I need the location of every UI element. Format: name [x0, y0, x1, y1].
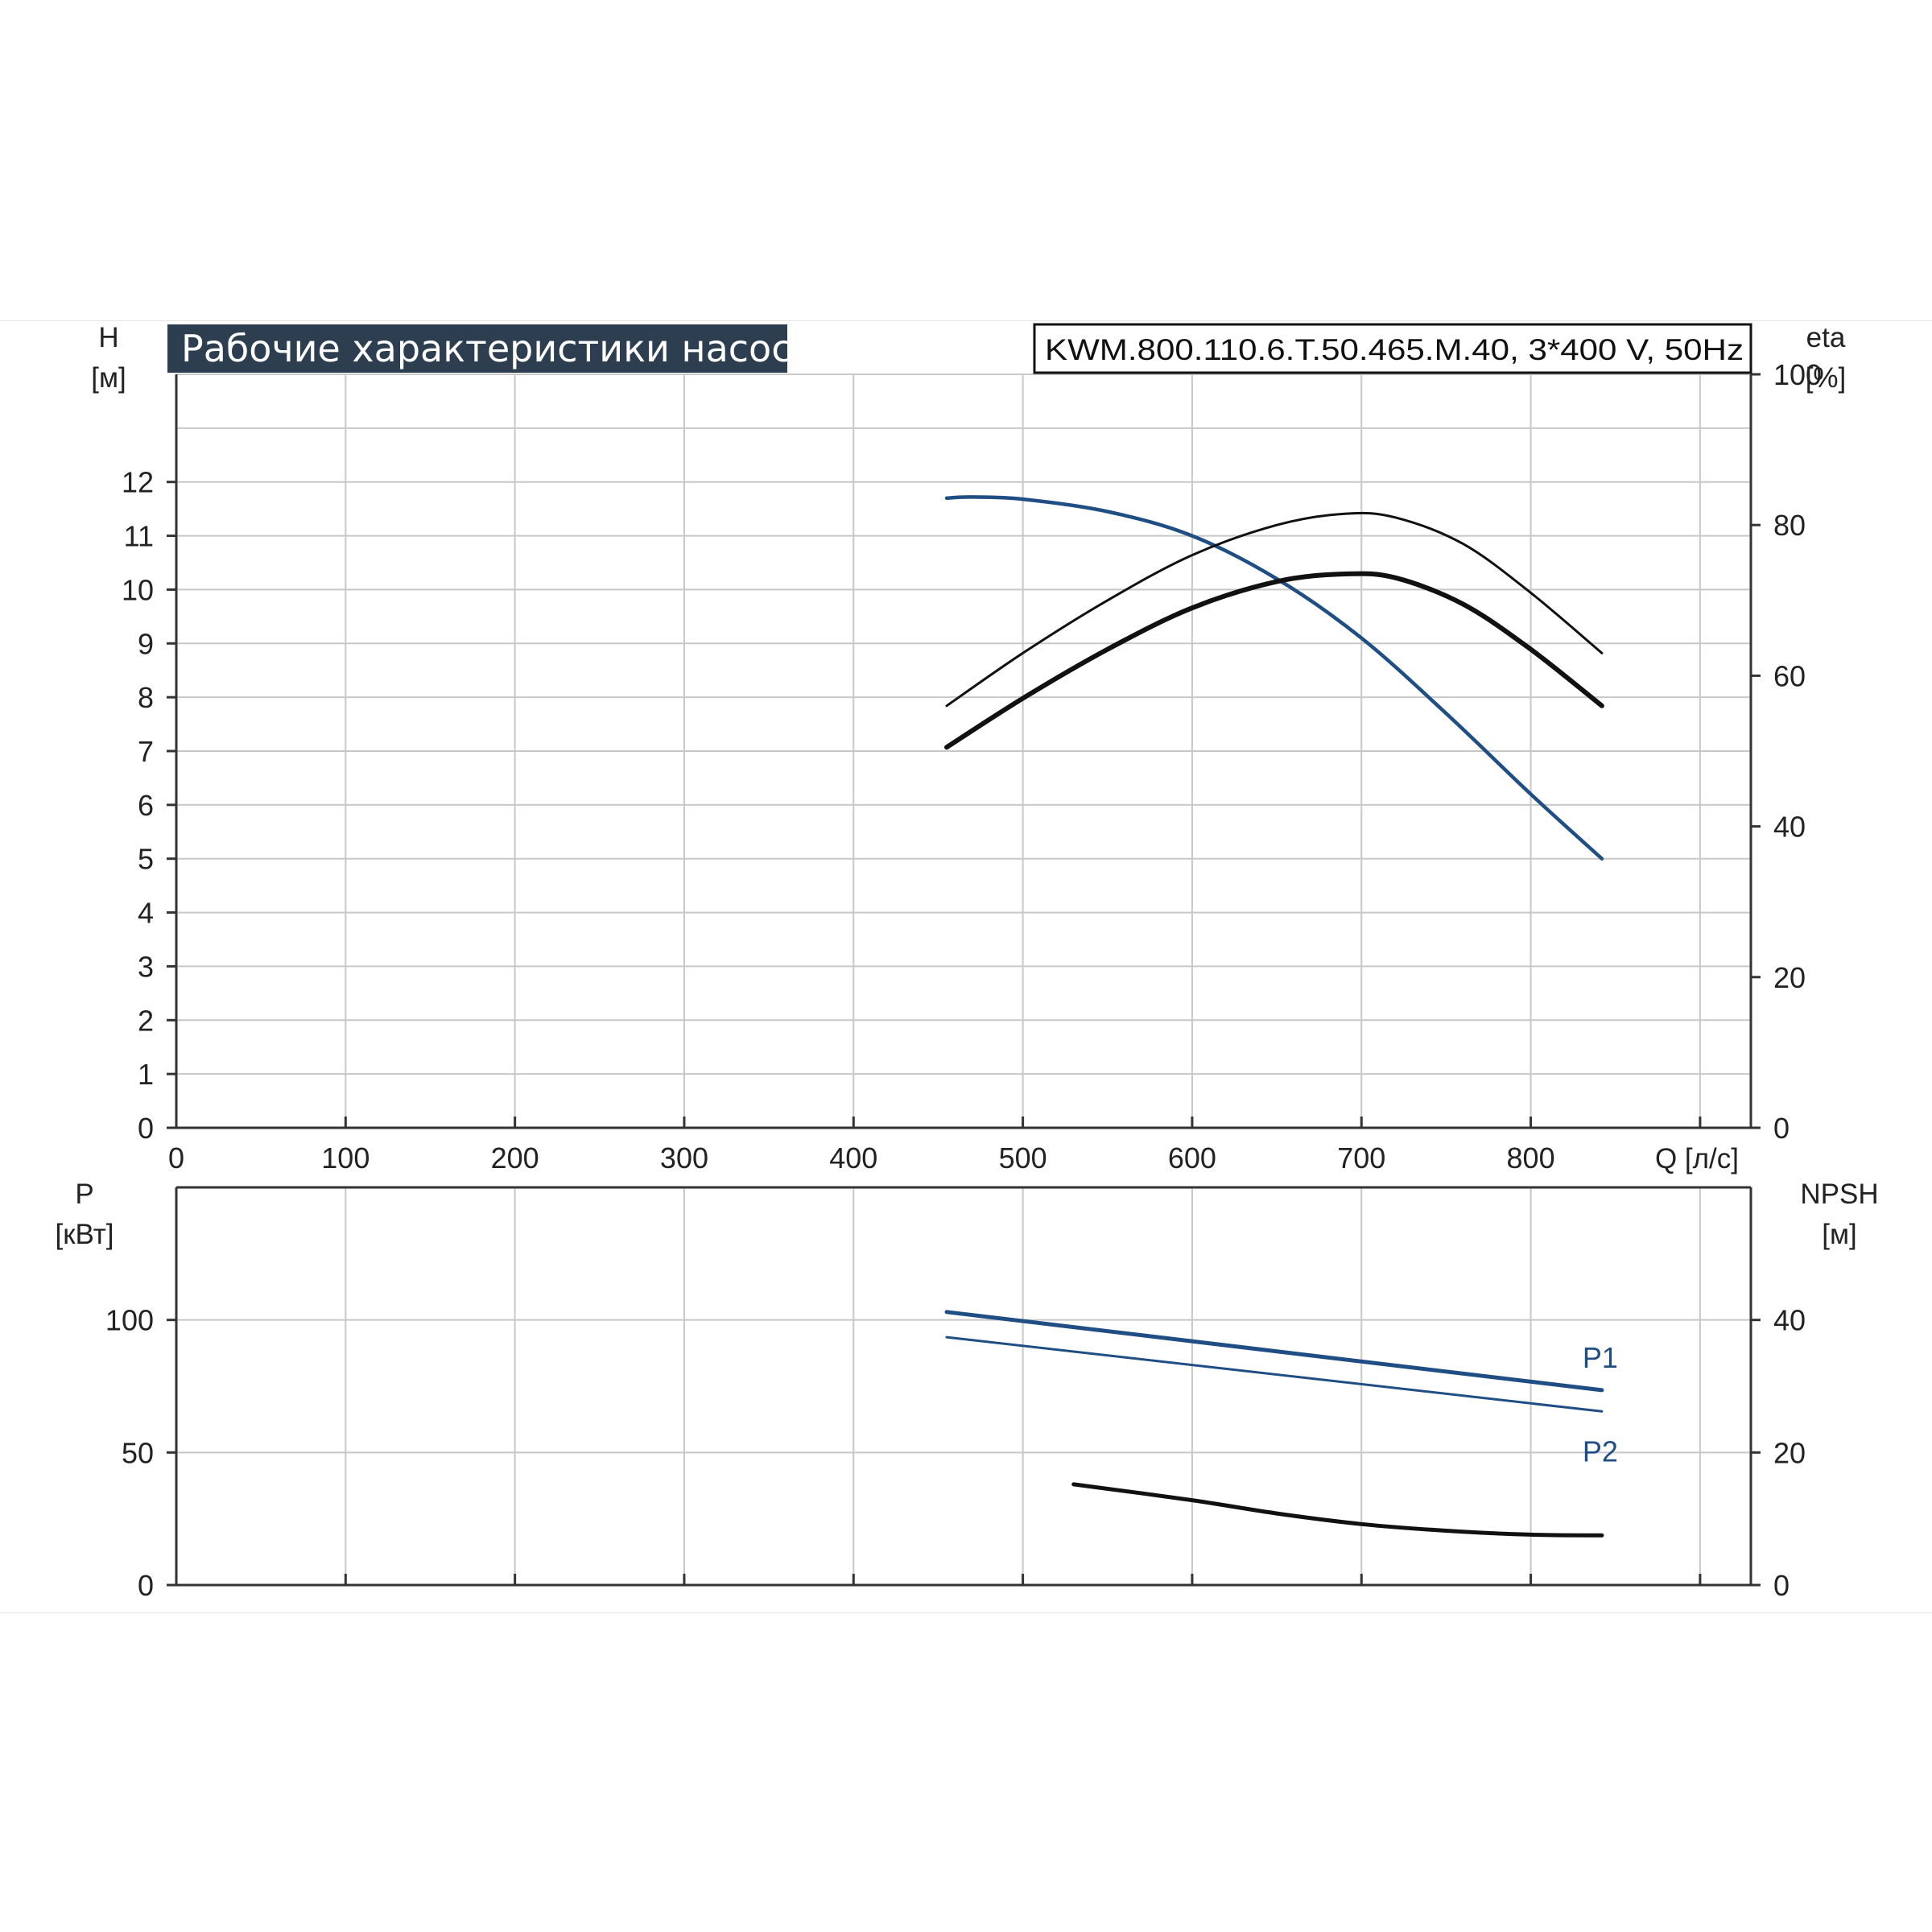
x-tick-label: 100 — [321, 1141, 369, 1174]
bottom-left-tick-label: 0 — [138, 1569, 154, 1602]
top-right-tick-label: 40 — [1773, 811, 1806, 844]
x-tick-label: 500 — [999, 1141, 1047, 1174]
top-efficiency-curve — [944, 571, 1604, 750]
top-left-tick-label: 9 — [138, 627, 154, 660]
x-axis-label: Q [л/с] — [1655, 1143, 1739, 1174]
labels-layer: 0 100 200 300 400 500 600 700 800 Q [л/с]01234567… — [56, 322, 1879, 1602]
top-left-tick-label: 2 — [138, 1004, 154, 1037]
x-tick-label: 0 — [168, 1141, 184, 1174]
top-right-tick-label: 100 — [1773, 358, 1822, 391]
top-efficiency-curve — [945, 511, 1604, 708]
top-right-axis-unit: [%] — [1806, 362, 1847, 394]
top-right-tick-label: 20 — [1773, 961, 1806, 994]
title-background — [167, 324, 787, 373]
top-left-tick-label: 8 — [138, 681, 154, 714]
bottom-right-tick-label: 20 — [1773, 1436, 1806, 1469]
bottom-right-axis-title: NPSH — [1800, 1179, 1878, 1210]
bottom-npsh-curve — [1071, 1482, 1604, 1538]
x-tick-label: 200 — [491, 1141, 539, 1174]
top-left-tick-label: 10 — [122, 573, 154, 606]
model-box-frame — [1033, 323, 1752, 374]
top-left-axis-title: H — [98, 322, 118, 353]
series-label-p1: P1 — [1583, 1341, 1618, 1374]
top-left-tick-label: 7 — [138, 735, 154, 768]
top-left-tick-label: 6 — [138, 789, 154, 822]
top-left-tick-label: 12 — [122, 466, 154, 499]
top-left-tick-label: 0 — [138, 1112, 154, 1145]
top-right-axis-title: eta — [1806, 322, 1846, 353]
bottom-left-tick-label: 50 — [122, 1436, 154, 1469]
x-tick-label: 600 — [1168, 1141, 1216, 1174]
pump-performance-chart: 0 100 200 300 400 500 600 700 800 Q [л/с]01234567… — [56, 322, 1879, 1602]
chart-title: Рабочие характеристики насоса — [181, 327, 815, 370]
x-tick-label: 400 — [829, 1141, 877, 1174]
top-left-tick-label: 11 — [124, 520, 154, 553]
axes-layer — [167, 373, 1761, 1587]
top-right-tick-label: 0 — [1773, 1112, 1790, 1145]
top-left-tick-label: 4 — [138, 897, 154, 930]
model-label: KWM.800.110.6.T.50.465.M.40, 3*400 V, 50… — [1045, 333, 1744, 366]
top-head-curve — [944, 495, 1604, 861]
top-left-axis-unit: [м] — [91, 362, 126, 394]
pump-performance-sheet: 0 100 200 300 400 500 600 700 800 Q [л/с] 0 1 2 3 4 5 6 7… — [0, 320, 1932, 1613]
bottom-p2-curve — [945, 1335, 1604, 1413]
bottom-left-tick-label: 100 — [105, 1304, 154, 1337]
title-banner: Рабочие характеристики насоса — [167, 324, 815, 373]
series-layer — [944, 495, 1604, 1538]
bottom-p1-curve — [944, 1310, 1604, 1393]
bottom-left-axis-title: P — [75, 1179, 93, 1210]
top-left-tick-label: 5 — [138, 843, 154, 876]
series-label-p2: P2 — [1583, 1435, 1618, 1468]
bottom-right-tick-label: 0 — [1773, 1569, 1790, 1602]
top-left-tick-label: 3 — [138, 950, 154, 983]
bottom-right-axis-unit: [м] — [1822, 1219, 1857, 1250]
model-box: KWM.800.110.6.T.50.465.M.40, 3*400 V, 50… — [1033, 323, 1752, 374]
grid-layer — [175, 374, 1751, 1585]
x-tick-label: 300 — [660, 1141, 708, 1174]
bottom-left-axis-unit: [кВт] — [56, 1219, 114, 1250]
top-right-tick-label: 60 — [1773, 659, 1806, 692]
top-left-tick-label: 1 — [138, 1058, 154, 1091]
x-tick-label: 800 — [1507, 1141, 1555, 1174]
x-tick-label: 700 — [1337, 1141, 1385, 1174]
top-right-tick-label: 80 — [1773, 509, 1806, 542]
bottom-right-tick-label: 40 — [1773, 1304, 1806, 1337]
